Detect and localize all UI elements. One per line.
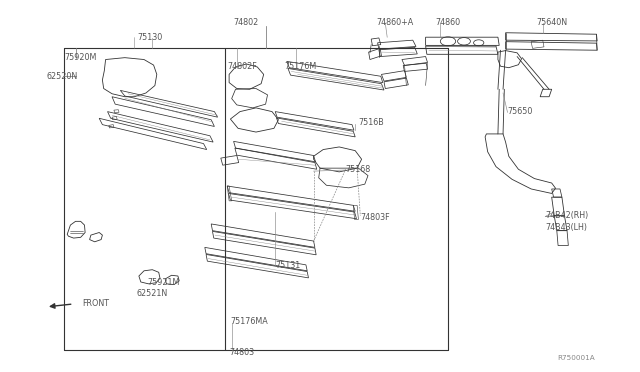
Text: 75640N: 75640N xyxy=(536,18,568,27)
Text: 75650: 75650 xyxy=(508,107,533,116)
Text: 74860+A: 74860+A xyxy=(376,18,413,27)
Text: 74803F: 74803F xyxy=(360,213,390,222)
Text: 75168: 75168 xyxy=(346,165,371,174)
Text: FRONT: FRONT xyxy=(82,299,109,308)
Text: 75176M: 75176M xyxy=(285,62,317,71)
Text: 74803: 74803 xyxy=(229,348,255,357)
Text: R750001A: R750001A xyxy=(557,355,595,361)
Text: 74B43(LH): 74B43(LH) xyxy=(545,223,588,232)
Text: 75920M: 75920M xyxy=(64,53,97,62)
Text: 74802F: 74802F xyxy=(227,62,257,71)
Text: 75130: 75130 xyxy=(138,33,163,42)
Text: 75131: 75131 xyxy=(275,262,300,270)
Text: 62521N: 62521N xyxy=(137,289,168,298)
Text: 74802: 74802 xyxy=(234,18,259,27)
Text: 7516B: 7516B xyxy=(358,118,384,127)
Text: 62520N: 62520N xyxy=(46,72,77,81)
Text: 75921M: 75921M xyxy=(147,278,180,287)
Text: 74860: 74860 xyxy=(435,18,460,27)
Text: 75176MA: 75176MA xyxy=(230,317,268,326)
Text: 74B42(RH): 74B42(RH) xyxy=(545,211,589,220)
